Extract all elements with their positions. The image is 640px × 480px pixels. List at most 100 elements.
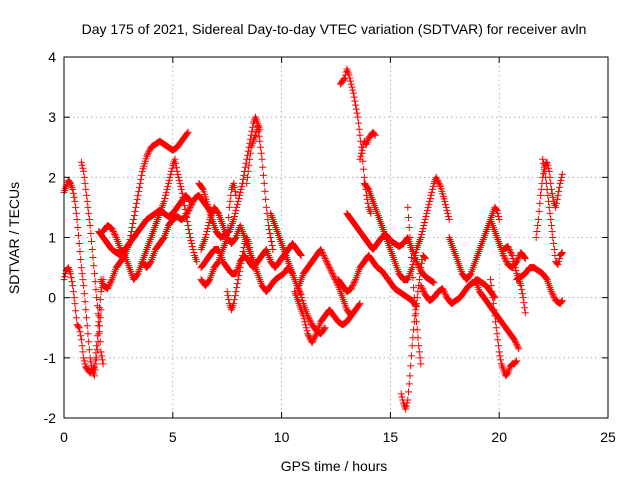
data-point — [69, 185, 77, 193]
data-point — [308, 339, 316, 347]
data-point — [347, 80, 355, 88]
data-series-s21 — [360, 173, 453, 284]
data-point — [331, 274, 339, 282]
data-point — [408, 264, 416, 272]
data-point — [512, 339, 520, 347]
data-point — [553, 195, 561, 203]
data-point — [184, 221, 192, 229]
data-point — [77, 256, 85, 264]
data-point — [161, 194, 169, 202]
data-point — [444, 212, 452, 220]
data-point — [131, 207, 139, 215]
data-point — [418, 230, 426, 238]
data-point — [129, 219, 137, 227]
data-point — [180, 201, 188, 209]
data-point — [545, 197, 553, 205]
data-point — [145, 148, 153, 156]
data-point — [111, 232, 119, 240]
data-point — [310, 334, 318, 342]
data-point — [224, 223, 232, 231]
data-point — [189, 197, 197, 205]
x-axis-label: GPS time / hours — [281, 458, 388, 474]
data-point — [230, 179, 238, 187]
data-point — [418, 285, 426, 293]
data-point — [512, 267, 520, 275]
data-point — [520, 299, 528, 307]
data-point — [188, 199, 196, 207]
data-point — [558, 249, 566, 257]
data-point — [320, 325, 328, 333]
data-point — [172, 163, 180, 171]
data-point — [128, 223, 136, 231]
data-point — [85, 346, 93, 354]
data-point — [554, 261, 562, 269]
data-point — [426, 194, 434, 202]
data-point — [83, 197, 91, 205]
data-point — [327, 267, 335, 275]
data-point — [536, 199, 544, 207]
data-point — [88, 238, 96, 246]
data-point — [407, 244, 415, 252]
data-point — [77, 158, 85, 166]
data-point — [358, 146, 366, 154]
data-series-s13 — [243, 122, 277, 254]
data-point — [246, 244, 254, 252]
data-point — [246, 155, 254, 163]
data-point — [96, 314, 104, 322]
data-point — [67, 274, 75, 282]
data-point — [97, 288, 105, 296]
data-point — [347, 285, 355, 293]
data-point — [351, 97, 359, 105]
data-point — [402, 402, 410, 410]
data-point — [486, 276, 494, 284]
data-point — [246, 248, 254, 256]
data-point — [205, 218, 213, 226]
data-point — [515, 345, 523, 353]
data-series-s12 — [197, 179, 240, 290]
data-point — [110, 229, 118, 237]
data-point — [76, 328, 84, 336]
data-point — [404, 396, 412, 404]
data-point — [430, 279, 438, 287]
data-point — [367, 209, 375, 217]
data-point — [69, 288, 77, 296]
data-point — [186, 203, 194, 211]
data-point — [508, 252, 516, 260]
data-point — [550, 246, 558, 254]
data-point — [319, 250, 327, 258]
data-point — [127, 227, 135, 235]
data-point — [204, 224, 212, 232]
data-point — [548, 189, 556, 197]
data-point — [555, 187, 563, 195]
data-point — [325, 264, 333, 272]
data-point — [188, 240, 196, 248]
data-point — [87, 229, 95, 237]
data-point — [494, 342, 502, 350]
data-point — [135, 183, 143, 191]
data-point — [93, 354, 101, 362]
grid-layer — [64, 57, 608, 418]
data-point — [432, 173, 440, 181]
data-point — [185, 206, 193, 214]
data-point — [79, 348, 87, 356]
data-point — [185, 229, 193, 237]
data-point — [304, 331, 312, 339]
data-point — [232, 191, 240, 199]
data-point — [78, 270, 86, 278]
data-point — [415, 342, 423, 350]
data-point — [304, 330, 312, 338]
data-point — [204, 221, 212, 229]
data-point — [75, 240, 83, 248]
data-point — [92, 349, 100, 357]
data-point — [549, 234, 557, 241]
data-point — [201, 234, 209, 241]
data-point — [505, 246, 513, 254]
data-point — [349, 282, 357, 290]
data-point — [245, 161, 253, 169]
data-point — [547, 215, 555, 223]
data-series-s6 — [97, 155, 201, 293]
data-point — [356, 155, 364, 163]
data-point — [90, 372, 98, 380]
data-point — [312, 331, 320, 339]
